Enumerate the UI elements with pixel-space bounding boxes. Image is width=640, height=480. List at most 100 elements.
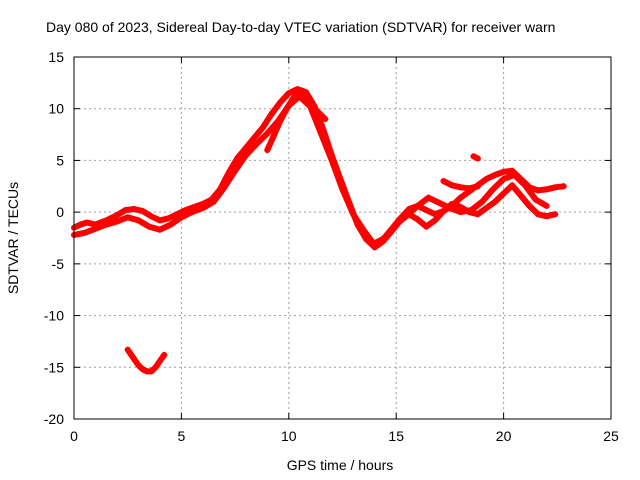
data-point-marker <box>302 93 309 100</box>
data-point-marker <box>397 217 404 224</box>
data-point-marker <box>534 211 541 218</box>
y-axis-label: SDTVAR / TECUs <box>5 182 21 294</box>
data-point-marker <box>113 212 120 219</box>
y-tick-label: -5 <box>52 256 65 272</box>
data-point-marker <box>474 183 481 190</box>
data-point-marker <box>83 219 90 226</box>
series-trace <box>71 93 550 249</box>
data-point-marker <box>517 192 524 199</box>
data-point-marker <box>156 358 163 365</box>
data-point-marker <box>156 217 163 224</box>
data-point-marker <box>543 186 550 193</box>
data-point-marker <box>251 134 258 141</box>
x-tick-label: 20 <box>496 428 512 444</box>
data-points <box>71 86 567 375</box>
data-point-marker <box>210 198 217 205</box>
data-point-marker <box>552 184 559 191</box>
series-track-d <box>264 87 329 154</box>
chart-title: Day 080 of 2023, Sidereal Day-to-day VTE… <box>46 19 555 35</box>
data-point-marker <box>425 194 432 201</box>
data-point-marker <box>380 238 387 245</box>
x-axis-label: GPS time / hours <box>287 457 394 473</box>
data-point-marker <box>232 167 239 174</box>
data-point-marker <box>221 184 228 191</box>
data-point-marker <box>283 105 290 112</box>
data-point-marker <box>492 171 499 178</box>
data-point-marker <box>500 176 507 183</box>
data-point-marker <box>92 225 99 232</box>
data-point-marker <box>543 202 550 209</box>
data-point-marker <box>174 211 181 218</box>
data-point-marker <box>122 207 129 214</box>
data-point-marker <box>339 186 346 193</box>
data-point-marker <box>139 208 146 215</box>
data-point-marker <box>178 214 185 221</box>
data-point-marker <box>146 223 153 230</box>
data-point-marker <box>285 90 292 97</box>
y-tick-label: 15 <box>48 49 64 65</box>
x-tick-label: 0 <box>70 428 78 444</box>
data-point-marker <box>318 130 325 137</box>
data-point-marker <box>474 155 481 162</box>
data-point-marker <box>277 118 284 125</box>
x-tick-label: 5 <box>178 428 186 444</box>
data-point-marker <box>103 221 110 228</box>
y-tick-label: -15 <box>44 359 64 375</box>
data-point-marker <box>131 356 138 363</box>
data-point-marker <box>264 147 271 154</box>
data-point-marker <box>199 205 206 212</box>
data-point-marker <box>560 183 567 190</box>
data-point-marker <box>167 221 174 228</box>
data-point-marker <box>440 208 447 215</box>
y-tick-label: 5 <box>56 152 64 168</box>
data-point-marker <box>526 202 533 209</box>
data-point-marker <box>135 217 142 224</box>
data-point-marker <box>388 227 395 234</box>
data-point-marker <box>500 190 507 197</box>
data-point-marker <box>135 362 142 369</box>
data-point-marker <box>242 152 249 159</box>
data-point-marker <box>436 199 443 206</box>
data-point-marker <box>253 140 260 147</box>
data-point-marker <box>296 87 303 94</box>
data-point-marker <box>532 196 539 203</box>
data-point-marker <box>406 211 413 218</box>
data-point-marker <box>500 168 507 175</box>
data-point-marker <box>483 205 490 212</box>
data-point-marker <box>371 244 378 251</box>
data-point-marker <box>315 109 322 116</box>
data-point-marker <box>234 155 241 162</box>
data-point-marker <box>509 182 516 189</box>
data-point-marker <box>440 178 447 185</box>
data-point-marker <box>148 213 155 220</box>
series-track-b <box>71 93 550 249</box>
data-point-marker <box>268 110 275 117</box>
data-point-marker <box>479 198 486 205</box>
data-point-marker <box>113 218 120 225</box>
data-point-marker <box>423 207 430 214</box>
data-point-marker <box>322 116 329 123</box>
data-point-marker <box>363 236 370 243</box>
data-point-marker <box>161 351 168 358</box>
data-point-marker <box>474 211 481 218</box>
data-point-marker <box>466 209 473 216</box>
y-tick-label: -20 <box>44 411 64 427</box>
data-point-marker <box>423 223 430 230</box>
x-tick-label: 15 <box>388 428 404 444</box>
data-point-marker <box>309 103 316 110</box>
data-point-marker <box>534 187 541 194</box>
x-tick-label: 10 <box>281 428 297 444</box>
data-point-marker <box>81 229 88 236</box>
data-point-marker <box>165 215 172 222</box>
data-point-marker <box>414 216 421 223</box>
y-tick-label: -10 <box>44 308 64 324</box>
data-point-marker <box>124 346 131 353</box>
data-point-marker <box>152 364 159 371</box>
data-point-marker <box>264 130 271 137</box>
data-point-marker <box>77 221 84 228</box>
data-point-marker <box>242 145 249 152</box>
data-point-marker <box>290 95 297 102</box>
data-point-marker <box>470 153 477 160</box>
data-point-marker <box>350 211 357 218</box>
